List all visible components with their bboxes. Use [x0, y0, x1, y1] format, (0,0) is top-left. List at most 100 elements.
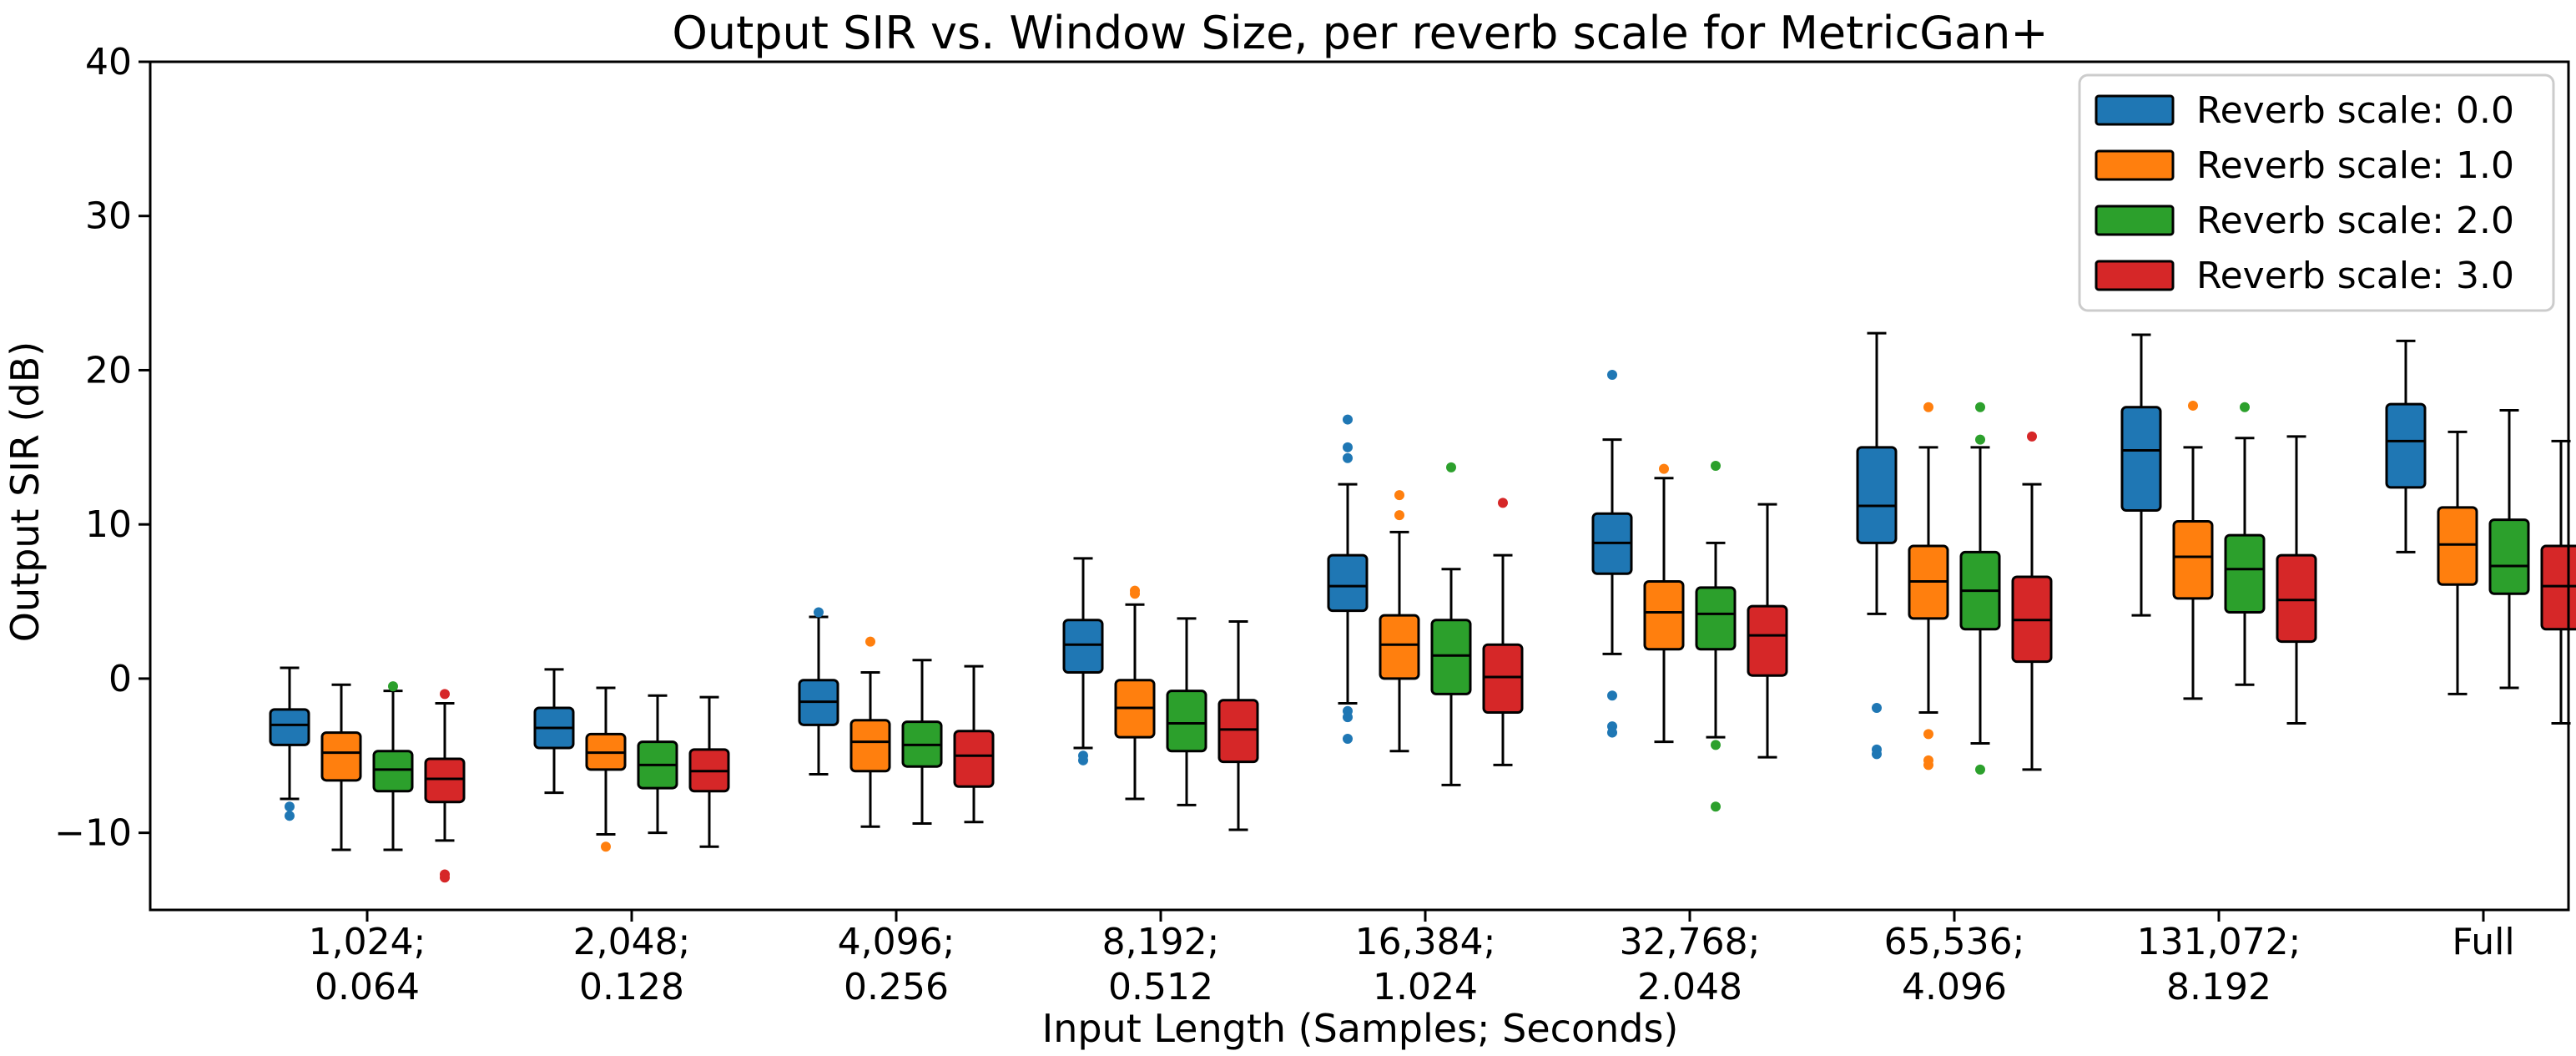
flier-point: [1975, 402, 1985, 412]
box: [1747, 604, 1788, 677]
box: [1643, 580, 1685, 651]
x-tick-label-line: 8,192;: [1102, 921, 1220, 963]
series-2: [372, 402, 2530, 851]
x-tick-label: 131,072; 8.192: [2137, 921, 2301, 1008]
flier-point: [1711, 740, 1721, 750]
flier-point: [1607, 369, 1617, 380]
flier-point: [1498, 498, 1508, 508]
flier-point: [2027, 431, 2037, 442]
flier-point: [1130, 589, 1140, 599]
x-tick-label: 2,048; 0.128: [573, 921, 691, 1008]
x-axis-label: Input Length (Samples; Seconds): [1042, 1006, 1679, 1051]
x-tick-label-line: 2,048;: [573, 921, 691, 963]
chart-title: Output SIR vs. Window Size, per reverb s…: [672, 7, 2048, 59]
legend-swatch: [2095, 260, 2175, 291]
flier-point: [2188, 400, 2198, 411]
box: [849, 719, 891, 773]
legend-swatch: [2095, 149, 2175, 181]
flier-point: [440, 872, 450, 883]
flier-point: [1394, 510, 1404, 521]
flier-point: [1343, 442, 1353, 452]
flier-point: [1923, 760, 1933, 771]
x-tick-label-line: 4,096;: [838, 921, 955, 963]
flier-point: [1872, 703, 1882, 714]
legend-swatch: [2095, 94, 2175, 126]
legend-swatch: [2095, 205, 2175, 236]
x-tick-label: 8,192; 0.512: [1102, 921, 1220, 1008]
legend-label: Reverb scale: 0.0: [2196, 89, 2514, 132]
flier-point: [1607, 690, 1617, 701]
box: [1430, 619, 1472, 695]
legend-frame: [2078, 73, 2555, 312]
x-tick-label-line: 0.064: [315, 966, 420, 1008]
flier-point: [1446, 462, 1456, 472]
flier-point: [1872, 749, 1882, 760]
x-tick-label: Full: [2452, 921, 2514, 963]
flier-point: [1394, 490, 1404, 501]
box: [953, 730, 995, 788]
y-tick-label: 20: [85, 349, 132, 392]
box: [2540, 544, 2576, 631]
flier-point: [1078, 755, 1088, 765]
flier-point: [285, 801, 295, 812]
x-tick-label-line: 0.128: [579, 966, 684, 1008]
box: [2437, 506, 2478, 586]
flier-point: [1711, 801, 1721, 812]
x-tick-label-line: 0.256: [844, 966, 949, 1008]
x-tick-label-line: 4.096: [1902, 966, 2007, 1008]
x-tick-label-line: 16,384;: [1355, 921, 1496, 963]
box: [1217, 699, 1259, 764]
box: [1695, 586, 1737, 651]
box: [2224, 533, 2266, 614]
flier-point: [1975, 434, 1985, 445]
y-tick-label: 40: [85, 41, 132, 83]
box: [2172, 519, 2214, 600]
flier-point: [1607, 727, 1617, 738]
flier-point: [1975, 764, 1985, 775]
box: [372, 750, 414, 793]
flier-point: [1343, 452, 1353, 463]
y-tick-label: 30: [85, 195, 132, 238]
plot-area: [269, 331, 2576, 883]
y-tick-label: −10: [54, 812, 132, 855]
x-tick-label-line: 32,768;: [1620, 921, 1761, 963]
x-tick-label: 16,384; 1.024: [1355, 921, 1496, 1008]
flier-point: [388, 681, 398, 692]
flier-point: [601, 841, 611, 852]
flier-point: [1711, 460, 1721, 471]
x-tick-label-line: 8.192: [2166, 966, 2271, 1008]
box: [2120, 406, 2162, 513]
flier-point: [285, 811, 295, 821]
box: [2488, 518, 2530, 595]
x-tick-label-line: Full: [2452, 921, 2514, 963]
x-tick-label: 32,768; 2.048: [1620, 921, 1761, 1008]
flier-point: [1343, 414, 1353, 425]
box: [1379, 614, 1420, 680]
x-tick-label-line: 65,536;: [1884, 921, 2025, 963]
flier-point: [1659, 463, 1669, 474]
legend-label: Reverb scale: 3.0: [2196, 255, 2514, 297]
flier-point: [1343, 733, 1353, 744]
box: [2276, 553, 2317, 644]
flier-point: [1343, 712, 1353, 723]
series-1: [320, 400, 2478, 852]
flier-point: [440, 689, 450, 700]
x-tick-label: 4,096; 0.256: [838, 921, 955, 1008]
x-tick-label-line: 0.512: [1108, 966, 1213, 1008]
x-tick-label-line: 2.048: [1637, 966, 1742, 1008]
flier-point: [865, 636, 875, 647]
flier-point: [1923, 402, 1933, 412]
y-tick-label: 0: [108, 658, 132, 700]
box: [1856, 446, 1898, 544]
box: [2385, 402, 2427, 489]
y-axis: −10 0 10 20 30 40: [54, 41, 150, 855]
x-tick-label-line: 131,072;: [2137, 921, 2301, 963]
legend: Reverb scale: 0.0 Reverb scale: 1.0 Reverb…: [2078, 73, 2555, 312]
box: [269, 708, 310, 746]
flier-point: [2240, 402, 2250, 412]
y-tick-label: 10: [85, 503, 132, 546]
x-tick-label: 65,536; 4.096: [1884, 921, 2025, 1008]
x-tick-label-line: 1,024;: [309, 921, 426, 963]
series-3: [424, 431, 2576, 883]
